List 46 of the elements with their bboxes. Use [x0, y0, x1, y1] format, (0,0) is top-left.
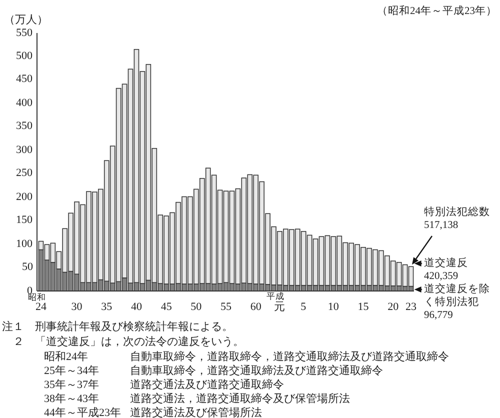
text: 道路交通法及び保管場所法 [130, 406, 262, 418]
x-tick-label: 45 [160, 300, 172, 312]
series-label: 道交違反を除く特別法犯 [424, 283, 491, 309]
annotation: 平成 [266, 290, 285, 300]
text: 35年～37年 [44, 378, 99, 390]
y-tick-label: 200 [16, 190, 32, 203]
x-tick-label: 40 [130, 300, 142, 312]
text: 特別法犯総数 [424, 206, 491, 219]
y-tick-label: 150 [16, 214, 32, 226]
x-tick-label: 10 [328, 300, 339, 312]
y-tick-label: 550 [16, 26, 32, 38]
y-tick-label: 300 [16, 144, 32, 156]
x-tick-label: 30 [71, 300, 82, 312]
y-tick-label: 350 [16, 120, 32, 132]
y-tick-label: 50 [22, 261, 33, 274]
text: 自動車取締令，道路交通取締法及び道路交通取締令 [130, 364, 383, 376]
y-tick-label: 100 [16, 238, 32, 250]
x-tick-label: 55 [220, 300, 232, 312]
text: 昭和24年 [44, 350, 88, 362]
text: ２ 「道交違反」は，次の法令の違反をいう。 [13, 336, 244, 348]
y-tick-label: 500 [16, 50, 32, 62]
text: 25年～34年 [44, 364, 99, 376]
x-tick-label: 23 [406, 300, 417, 312]
text: 96,779 [424, 309, 454, 322]
x-tick-label: 35 [101, 300, 112, 312]
text: （昭和24年～平成23年） [377, 6, 497, 17]
text: 道路交通法及び道路交通取締令 [130, 378, 284, 390]
y-axis-title: （万人） [4, 14, 48, 26]
x-tick-label: 24 [35, 300, 46, 312]
text: 44年～平成23年 [44, 406, 121, 418]
y-tick-label: 450 [16, 73, 32, 86]
x-tick-label: 元 [274, 300, 286, 312]
text: 420,359 [424, 270, 460, 283]
series-label: 道交違反 [424, 257, 469, 270]
y-tick-label: 400 [16, 96, 32, 109]
x-tick-label: 5 [300, 300, 306, 312]
x-tick-label: 20 [388, 300, 399, 312]
x-tick-label: 60 [250, 300, 262, 312]
text: 38年～43年 [44, 392, 99, 404]
text: 道路交通法，道路交通取締令及び保管場所法 [130, 392, 350, 404]
x-tick-label: 50 [190, 300, 202, 312]
y-tick-label: 250 [16, 167, 32, 180]
text: 517,138 [424, 219, 460, 232]
text: 自動車取締令，道路取締令，道路交通取締法及び道路交通取締令 [130, 350, 449, 362]
text: 注１ 刑事統計年報及び検察統計年報による。 [2, 320, 233, 332]
x-tick-label: 15 [358, 300, 369, 312]
